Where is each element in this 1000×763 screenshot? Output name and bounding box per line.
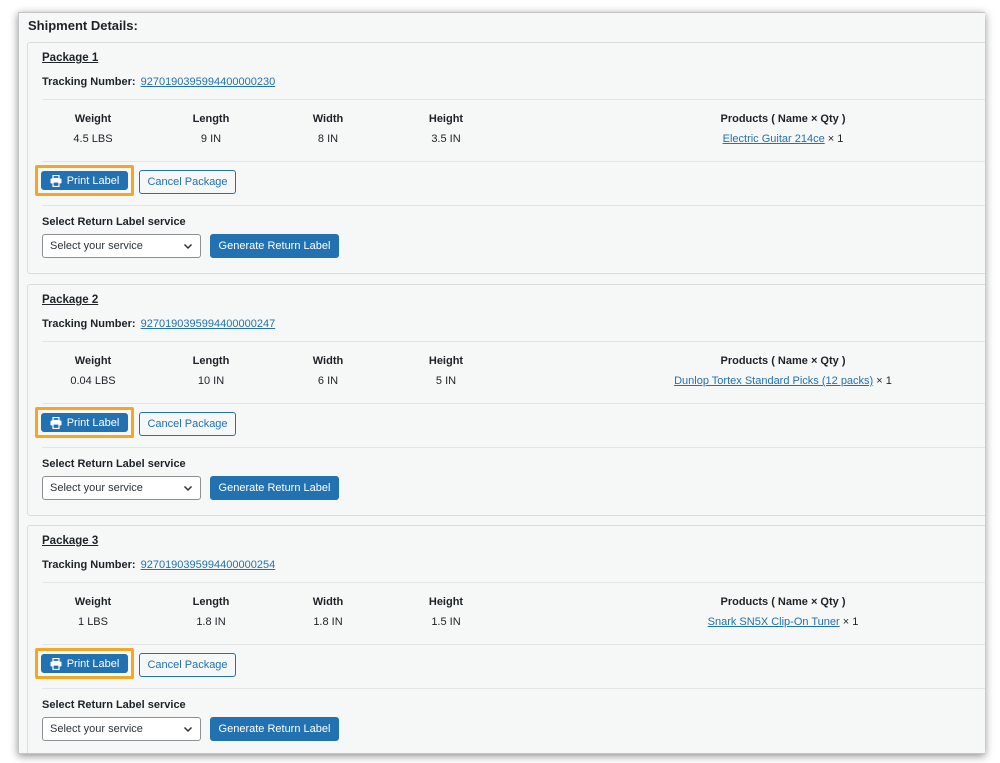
products-header: Products ( Name × Qty ) [720, 596, 846, 608]
printer-icon [50, 174, 62, 187]
print-label-highlight: Print Label [35, 165, 134, 196]
divider [42, 161, 985, 162]
package-title: Package 2 [42, 294, 99, 306]
select-value: Select your service [50, 240, 143, 252]
tracking-number-link[interactable]: 9270190395994400000247 [140, 318, 276, 330]
section-title: Shipment Details: [28, 18, 138, 33]
select-value: Select your service [50, 482, 143, 494]
return-service-label: Select Return Label service [42, 458, 186, 470]
width-value: 8 IN [317, 133, 339, 145]
package-card: Package 2 Tracking Number: 9270190395994… [27, 284, 985, 516]
product-cell: Snark SN5X Clip-On Tuner × 1 [628, 616, 938, 628]
print-label-button[interactable]: Print Label [41, 654, 128, 673]
return-service-label: Select Return Label service [42, 699, 186, 711]
tracking-number-link[interactable]: 9270190395994400000230 [140, 76, 276, 88]
product-link[interactable]: Electric Guitar 214ce [722, 133, 825, 145]
product-qty: × 1 [827, 133, 844, 145]
printer-icon [50, 416, 62, 429]
print-label-text: Print Label [66, 416, 120, 429]
product-link[interactable]: Dunlop Tortex Standard Picks (12 packs) [674, 375, 874, 387]
divider [42, 447, 985, 448]
package-card: Package 1 Tracking Number: 9270190395994… [27, 42, 985, 274]
print-label-text: Print Label [66, 174, 120, 187]
tracking-label: Tracking Number: [42, 318, 136, 330]
generate-return-label-button[interactable]: Generate Return Label [210, 717, 339, 741]
return-service-label: Select Return Label service [42, 216, 186, 228]
print-label-text: Print Label [66, 657, 120, 670]
divider [42, 99, 985, 100]
cancel-package-button[interactable]: Cancel Package [139, 653, 236, 677]
cancel-package-button[interactable]: Cancel Package [139, 412, 236, 436]
tracking-label: Tracking Number: [42, 76, 136, 88]
chevron-down-icon [183, 243, 193, 250]
length-header: Length [192, 355, 230, 367]
weight-header: Weight [74, 113, 112, 125]
package-title: Package 1 [42, 52, 99, 64]
height-header: Height [428, 596, 464, 608]
tracking-row: Tracking Number: 9270190395994400000247 [42, 318, 275, 330]
printer-icon [50, 657, 62, 670]
print-label-highlight: Print Label [35, 407, 134, 438]
width-header: Width [312, 113, 344, 125]
weight-value: 0.04 LBS [70, 375, 116, 387]
weight-header: Weight [74, 596, 112, 608]
weight-value: 4.5 LBS [73, 133, 113, 145]
generate-return-label-button[interactable]: Generate Return Label [210, 476, 339, 500]
length-value: 1.8 IN [196, 616, 226, 628]
length-value: 9 IN [200, 133, 222, 145]
width-value: 1.8 IN [313, 616, 343, 628]
divider [42, 644, 985, 645]
generate-return-label-button[interactable]: Generate Return Label [210, 234, 339, 258]
length-header: Length [192, 596, 230, 608]
weight-value: 1 LBS [78, 616, 108, 628]
height-header: Height [428, 355, 464, 367]
height-value: 3.5 IN [431, 133, 461, 145]
length-value: 10 IN [197, 375, 225, 387]
divider [42, 582, 985, 583]
weight-header: Weight [74, 355, 112, 367]
return-service-select[interactable]: Select your service [42, 717, 201, 741]
height-value: 5 IN [435, 375, 457, 387]
product-link[interactable]: Snark SN5X Clip-On Tuner [707, 616, 840, 628]
product-cell: Electric Guitar 214ce × 1 [628, 133, 938, 145]
width-value: 6 IN [317, 375, 339, 387]
tracking-row: Tracking Number: 9270190395994400000254 [42, 559, 275, 571]
tracking-label: Tracking Number: [42, 559, 136, 571]
width-header: Width [312, 355, 344, 367]
divider [42, 341, 985, 342]
print-label-button[interactable]: Print Label [41, 413, 128, 432]
products-header: Products ( Name × Qty ) [720, 113, 846, 125]
divider [42, 688, 985, 689]
package-card: Package 3 Tracking Number: 9270190395994… [27, 525, 985, 753]
height-header: Height [428, 113, 464, 125]
products-header: Products ( Name × Qty ) [720, 355, 846, 367]
shipment-details-panel: Shipment Details: Package 1 Tracking Num… [18, 12, 985, 754]
divider [42, 205, 985, 206]
cancel-package-button[interactable]: Cancel Package [139, 170, 236, 194]
return-service-select[interactable]: Select your service [42, 234, 201, 258]
package-title: Package 3 [42, 535, 99, 547]
divider [42, 403, 985, 404]
tracking-row: Tracking Number: 9270190395994400000230 [42, 76, 275, 88]
chevron-down-icon [183, 726, 193, 733]
product-qty: × 1 [876, 375, 892, 387]
product-qty: × 1 [842, 616, 859, 628]
select-value: Select your service [50, 723, 143, 735]
height-value: 1.5 IN [431, 616, 461, 628]
print-label-button[interactable]: Print Label [41, 171, 128, 190]
chevron-down-icon [183, 485, 193, 492]
width-header: Width [312, 596, 344, 608]
print-label-highlight: Print Label [35, 648, 134, 679]
tracking-number-link[interactable]: 9270190395994400000254 [140, 559, 276, 571]
return-service-select[interactable]: Select your service [42, 476, 201, 500]
length-header: Length [192, 113, 230, 125]
product-cell: Dunlop Tortex Standard Picks (12 packs) … [628, 375, 938, 387]
